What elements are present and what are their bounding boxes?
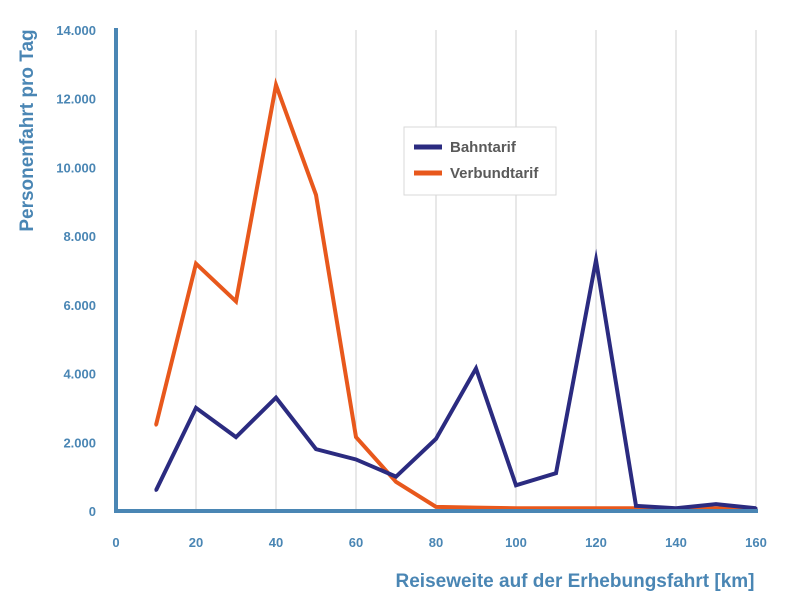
data-point-bahntarif [274,396,278,400]
data-point-bahntarif [194,406,198,410]
data-point-bahntarif [514,483,518,487]
data-point-verbundtarif [434,505,438,509]
y-tick-label: 6.000 [63,298,96,313]
data-point-bahntarif [154,488,158,492]
y-axis-title: Personenfahrt pro Tag [17,29,38,231]
data-point-bahntarif [394,475,398,479]
y-tick-label: 0 [89,504,96,519]
legend-label-bahntarif: Bahntarif [450,139,517,156]
y-tick-label: 2.000 [63,435,96,450]
data-point-verbundtarif [394,480,398,484]
legend: Bahntarif Verbundtarif [403,126,557,196]
y-tick-label: 14.000 [56,23,96,38]
data-point-bahntarif [594,258,598,262]
x-tick-label: 20 [189,535,203,550]
x-tick-label: 60 [349,535,363,550]
x-tick-label: 160 [745,535,767,550]
data-point-bahntarif [314,447,318,451]
x-tick-label: 40 [269,535,283,550]
y-tick-label: 10.000 [56,160,96,175]
data-point-bahntarif [634,504,638,508]
y-tick-label: 4.000 [63,367,96,382]
x-tick-label: 140 [665,535,687,550]
grid-lines [195,30,757,511]
data-point-bahntarif [234,435,238,439]
data-point-bahntarif [474,366,478,370]
data-point-verbundtarif [274,83,278,87]
series-line-bahntarif [154,248,757,511]
data-point-verbundtarif [314,193,318,197]
x-tick-label: 80 [429,535,443,550]
y-tick-labels: 0 2.000 4.000 6.000 8.000 10.000 12.000 14.000 [56,23,96,519]
y-tick-label: 12.000 [56,92,96,107]
x-tick-labels: 0 20 40 60 80 100 120 140 160 [112,535,766,550]
legend-box [403,126,557,196]
x-tick-label: 100 [505,535,527,550]
y-tick-label: 8.000 [63,229,96,244]
data-point-bahntarif [714,502,718,506]
x-tick-label: 0 [112,535,119,550]
data-point-bahntarif [434,437,438,441]
data-point-verbundtarif [194,262,198,266]
data-point-bahntarif [554,471,558,475]
axes [114,28,758,513]
x-axis-title: Reiseweite auf der Erhebungsfahrt [km] [396,571,755,592]
data-point-bahntarif [354,457,358,461]
data-point-verbundtarif [234,299,238,303]
legend-label-verbundtarif: Verbundtarif [450,165,539,182]
data-point-verbundtarif [354,435,358,439]
data-point-verbundtarif [154,423,158,427]
series-lines [154,77,758,512]
data-point-verbundtarif [474,506,478,510]
x-tick-label: 120 [585,535,607,550]
